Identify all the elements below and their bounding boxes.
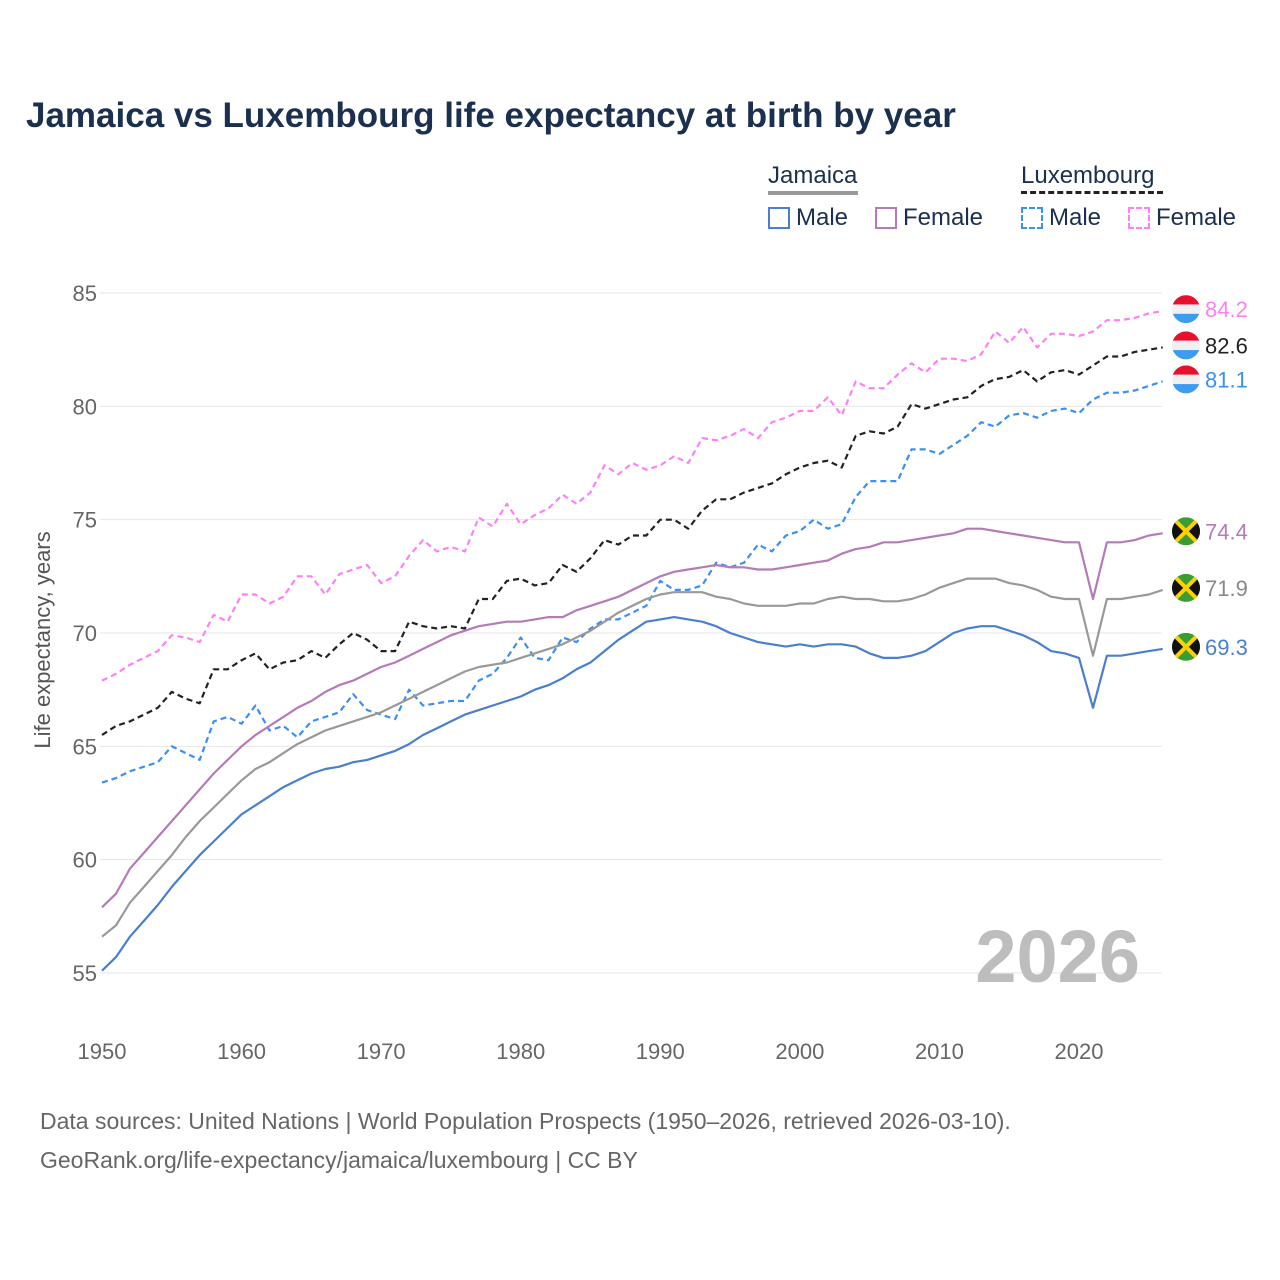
- y-tick-label: 80: [73, 394, 97, 419]
- flag-black-left: [1172, 632, 1186, 661]
- series-line-jamaica-male: [101, 615, 1163, 972]
- legend-item-jamaica-male[interactable]: Male: [768, 204, 848, 232]
- flag-stripe-blue: [1172, 313, 1200, 324]
- flag-black-left: [1172, 517, 1186, 546]
- legend-group-jamaica: Jamaica: [768, 162, 858, 195]
- legend-swatch: [875, 207, 897, 229]
- flag-luxembourg-icon: [1172, 365, 1200, 394]
- flag-jamaica-icon: [1172, 573, 1200, 602]
- legend-swatch: [768, 207, 790, 229]
- flag-stripe-red: [1172, 295, 1200, 305]
- flag-luxembourg-icon: [1172, 295, 1200, 324]
- legend-solid-line: [768, 191, 858, 195]
- flag-black-right: [1186, 517, 1200, 546]
- flag-saltire: [1172, 517, 1200, 546]
- flag-stripe-blue: [1172, 350, 1200, 360]
- flag-stripe-red: [1172, 365, 1200, 375]
- flag-stripe-red: [1172, 331, 1200, 341]
- flag-luxembourg-icon: [1172, 331, 1200, 360]
- x-tick-label: 1970: [357, 1039, 406, 1064]
- series-line-luxembourg: [101, 346, 1163, 736]
- legend-group-label: Jamaica: [768, 162, 858, 189]
- source-url[interactable]: GeoRank.org/life-expectancy/jamaica/luxe…: [40, 1147, 638, 1173]
- legend-swatch: [1128, 207, 1150, 229]
- legend-dashed-line: [1021, 191, 1163, 194]
- legend-label: Female: [903, 204, 984, 231]
- y-tick-label: 65: [73, 734, 97, 759]
- flag-saltire: [1172, 573, 1200, 602]
- flag-jamaica-icon: [1172, 517, 1200, 546]
- legend-label: Male: [796, 204, 849, 231]
- x-tick-label: 2010: [915, 1039, 964, 1064]
- y-tick-label: 60: [73, 848, 97, 873]
- y-tick-label: 70: [73, 621, 97, 646]
- series-line-luxembourg-male: [101, 380, 1164, 784]
- legend-label: Male: [1049, 204, 1102, 231]
- end-value-label: 71.9: [1205, 576, 1248, 601]
- flag-saltire: [1172, 632, 1200, 661]
- x-tick-label: 1960: [217, 1039, 266, 1064]
- y-axis-label: Life expectancy, years: [30, 531, 55, 748]
- end-value-label: 81.1: [1205, 367, 1248, 392]
- legend-label: Female: [1156, 204, 1237, 231]
- series-line-luxembourg-female: [101, 310, 1163, 682]
- year-watermark: 2026: [975, 915, 1140, 998]
- flag-stripe-white: [1172, 304, 1200, 314]
- flag-black-right: [1186, 573, 1200, 602]
- flag-jamaica-icon: [1172, 632, 1200, 661]
- x-tick-label: 2020: [1055, 1039, 1104, 1064]
- chart-title: Jamaica vs Luxembourg life expectancy at…: [26, 96, 956, 135]
- x-tick-label: 1950: [78, 1039, 127, 1064]
- y-tick-label: 75: [73, 508, 97, 533]
- end-value-label: 82.6: [1205, 333, 1248, 358]
- flag-stripe-blue: [1172, 384, 1200, 394]
- y-tick-label: 55: [73, 961, 97, 986]
- end-value-label: 69.3: [1205, 635, 1248, 660]
- x-tick-label: 2000: [775, 1039, 824, 1064]
- series-line-jamaica: [101, 577, 1164, 938]
- end-value-label: 84.2: [1205, 297, 1248, 322]
- legend-item-luxembourg-male[interactable]: Male: [1021, 204, 1101, 232]
- flag-black-left: [1172, 573, 1186, 602]
- legend-item-jamaica-female[interactable]: Female: [875, 204, 983, 232]
- flag-black-right: [1186, 632, 1200, 661]
- x-tick-label: 1990: [636, 1039, 685, 1064]
- end-value-label: 74.4: [1205, 519, 1248, 544]
- legend-group-label: Luxembourg: [1021, 162, 1155, 189]
- legend-item-luxembourg-female[interactable]: Female: [1128, 204, 1236, 232]
- y-tick-label: 85: [73, 281, 97, 306]
- x-tick-label: 1980: [496, 1039, 545, 1064]
- source-note: Data sources: United Nations | World Pop…: [40, 1108, 1011, 1134]
- flag-stripe-white: [1172, 374, 1200, 385]
- legend-swatch: [1021, 207, 1043, 229]
- flag-stripe-white: [1172, 340, 1200, 351]
- series-line-jamaica-female: [101, 527, 1163, 909]
- legend-group-luxembourg: Luxembourg: [1021, 162, 1163, 194]
